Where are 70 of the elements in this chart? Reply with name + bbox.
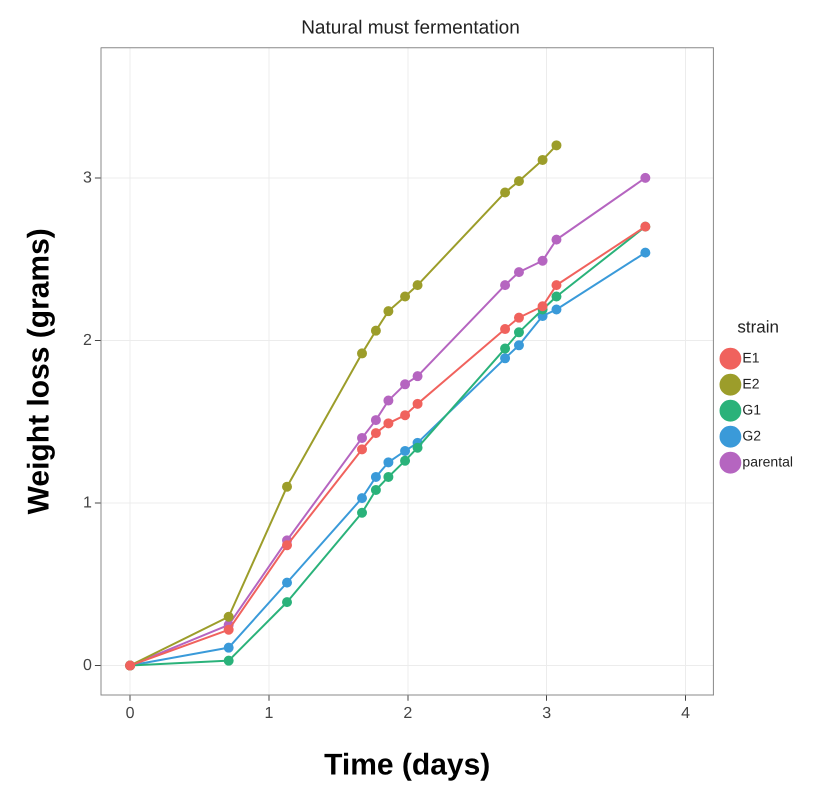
point bbox=[383, 396, 394, 406]
legend-label: G2 bbox=[742, 428, 762, 444]
point bbox=[514, 267, 524, 278]
point bbox=[400, 456, 410, 466]
point bbox=[357, 444, 368, 454]
y-tick-label: 3 bbox=[82, 169, 92, 186]
legend-label: parental bbox=[742, 454, 793, 470]
x-tick-label: 4 bbox=[681, 704, 690, 722]
point bbox=[370, 326, 381, 336]
x-axis-title: Time (days) bbox=[324, 748, 490, 782]
point bbox=[500, 280, 510, 290]
point bbox=[224, 624, 234, 635]
x-tick-label: 2 bbox=[403, 704, 412, 722]
point bbox=[282, 578, 292, 588]
point bbox=[551, 304, 562, 315]
point bbox=[640, 248, 650, 258]
point bbox=[538, 301, 548, 312]
point bbox=[514, 312, 524, 323]
point bbox=[538, 154, 548, 165]
point bbox=[282, 482, 292, 492]
point bbox=[400, 292, 410, 302]
point bbox=[357, 348, 368, 358]
y-tick-label: 0 bbox=[82, 656, 92, 674]
point bbox=[551, 140, 562, 150]
point bbox=[514, 176, 524, 186]
point bbox=[400, 410, 410, 420]
point bbox=[370, 484, 381, 495]
point bbox=[282, 597, 292, 608]
point bbox=[383, 306, 394, 316]
point bbox=[224, 642, 234, 653]
legend-label: E2 bbox=[742, 376, 760, 392]
y-tick-label: 1 bbox=[82, 494, 92, 512]
legend-label: E1 bbox=[742, 350, 760, 366]
chart-title: Natural must fermentation bbox=[301, 18, 520, 39]
point bbox=[412, 371, 423, 382]
point bbox=[400, 446, 410, 456]
point bbox=[538, 256, 548, 266]
legend-title: strain bbox=[737, 317, 779, 336]
point bbox=[500, 324, 510, 334]
point bbox=[357, 493, 368, 504]
point bbox=[383, 457, 394, 468]
legend-label: G1 bbox=[742, 402, 762, 418]
point bbox=[500, 344, 510, 354]
point bbox=[282, 540, 292, 550]
point bbox=[551, 292, 562, 302]
point bbox=[500, 353, 510, 364]
x-tick-label: 0 bbox=[126, 704, 135, 722]
point bbox=[370, 428, 381, 438]
point bbox=[383, 418, 394, 428]
point bbox=[357, 432, 368, 443]
point bbox=[514, 327, 524, 338]
point bbox=[500, 187, 510, 198]
point bbox=[357, 508, 368, 518]
x-tick-label: 1 bbox=[264, 704, 274, 722]
point bbox=[400, 379, 410, 390]
point bbox=[640, 172, 650, 183]
point bbox=[551, 280, 562, 290]
x-tick-label: 3 bbox=[542, 704, 552, 722]
point bbox=[370, 415, 381, 426]
point bbox=[224, 612, 234, 622]
point bbox=[370, 472, 381, 482]
point bbox=[514, 340, 524, 350]
point bbox=[412, 280, 423, 290]
y-tick-label: 2 bbox=[82, 332, 92, 349]
point bbox=[412, 442, 423, 453]
point bbox=[551, 234, 562, 245]
point bbox=[412, 398, 423, 409]
point bbox=[224, 656, 234, 666]
point bbox=[383, 472, 394, 482]
y-axis-title: Weight loss (grams) bbox=[22, 228, 56, 514]
